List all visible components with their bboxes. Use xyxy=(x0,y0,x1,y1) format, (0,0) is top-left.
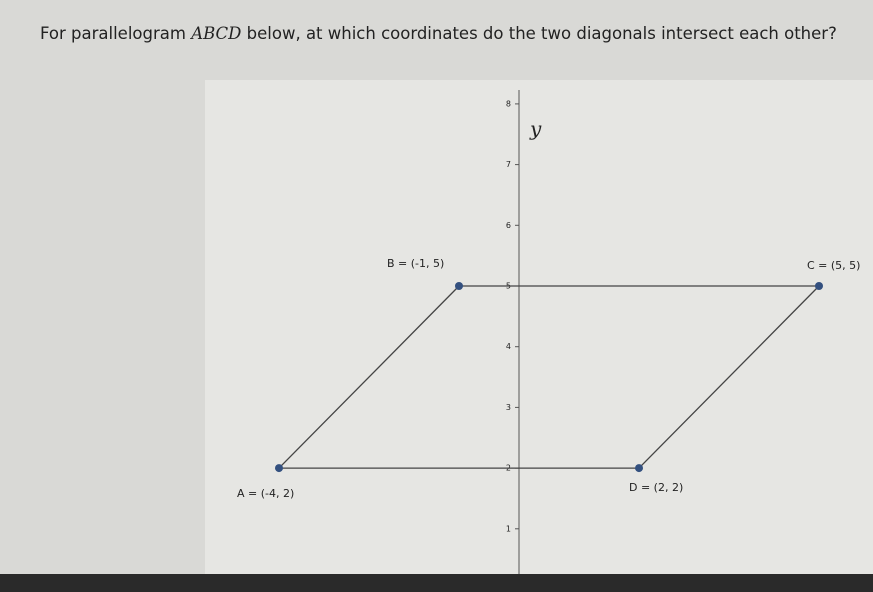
vertex-label: C = (5, 5) xyxy=(807,259,860,272)
shape-name: ABCD xyxy=(191,24,242,43)
vertex-label: B = (-1, 5) xyxy=(387,257,444,270)
vertex xyxy=(815,282,823,290)
question: For parallelogram ABCD below, at which c… xyxy=(40,24,837,43)
vertex xyxy=(455,282,463,290)
y-tick-label: 8 xyxy=(506,99,511,108)
screen-edge xyxy=(0,574,873,592)
y-tick-label: 6 xyxy=(506,221,511,230)
y-tick-label: 3 xyxy=(506,403,511,412)
y-tick-label: 1 xyxy=(506,524,511,533)
question-text: For parallelogram xyxy=(40,24,192,43)
question-text: below, at which coordinates do the two d… xyxy=(241,24,837,43)
axis-label: y xyxy=(529,117,542,141)
y-tick-label: 4 xyxy=(506,342,511,351)
vertex xyxy=(635,464,643,473)
vertex xyxy=(275,464,283,473)
side xyxy=(638,285,820,469)
graph-panel xyxy=(205,80,873,574)
y-tick-label: 7 xyxy=(506,160,511,169)
side xyxy=(278,285,460,469)
vertex-label: D = (2, 2) xyxy=(629,481,683,494)
vertex-label: A = (-4, 2) xyxy=(237,487,294,500)
